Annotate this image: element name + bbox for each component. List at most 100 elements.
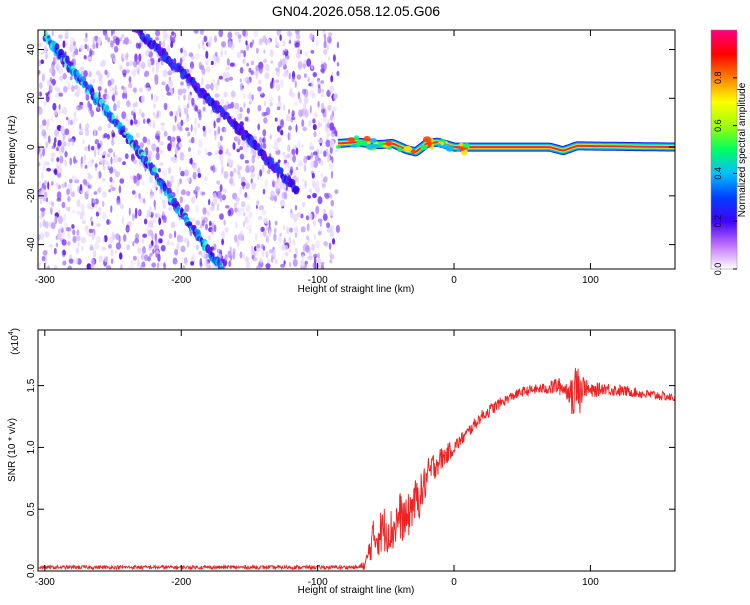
- noise-speckle-1579: [203, 176, 209, 182]
- noise-speckle-1657: [49, 67, 54, 74]
- noise-speckle-1452: [172, 141, 176, 149]
- noise-speckle-1116: [324, 33, 327, 42]
- noise-speckle-294: [122, 92, 126, 99]
- noise-speckle-1391: [106, 265, 112, 269]
- noise-speckle-1556: [216, 117, 221, 123]
- noise-speckle-450: [299, 49, 302, 55]
- noise-speckle-504: [320, 63, 325, 69]
- track-1-blob-2: [125, 20, 130, 28]
- spectrogram-y-axis: -40 -20 0 20 40: [26, 44, 675, 252]
- noise-speckle-412: [152, 120, 155, 129]
- noise-speckle-1632: [174, 146, 178, 155]
- noise-speckle-219: [128, 40, 133, 45]
- noise-speckle-1235: [107, 80, 112, 87]
- noise-speckle-1135: [143, 198, 146, 204]
- noise-speckle-1417: [282, 152, 286, 156]
- spectrogram-x-tick-label-2: -100: [308, 275, 328, 286]
- noise-speckle-1104: [39, 199, 43, 205]
- noise-speckle-423: [304, 51, 308, 57]
- noise-speckle-1303: [97, 143, 101, 149]
- noise-speckle-522: [210, 60, 214, 66]
- noise-speckle-1101: [320, 68, 325, 73]
- noise-speckle-1350: [86, 263, 92, 269]
- noise-speckle-693: [289, 166, 294, 174]
- noise-speckle-1671: [90, 264, 95, 269]
- noise-speckle-573: [76, 210, 81, 215]
- noise-speckle-631: [257, 104, 262, 112]
- noise-speckle-1508: [147, 229, 153, 237]
- noise-speckle-252: [167, 239, 170, 246]
- noise-speckle-1323: [168, 70, 174, 74]
- noise-speckle-1537: [171, 31, 175, 36]
- noise-speckle-474: [168, 206, 172, 211]
- noise-speckle-68: [126, 244, 131, 251]
- noise-speckle-667: [323, 150, 327, 157]
- noise-speckle-698: [38, 106, 43, 115]
- noise-speckle-201: [282, 40, 286, 47]
- noise-speckle-1058: [45, 51, 48, 60]
- noise-speckle-906: [331, 156, 334, 164]
- noise-speckle-1027: [309, 105, 312, 114]
- noise-speckle-976: [177, 88, 183, 96]
- noise-speckle-1564: [298, 109, 303, 118]
- noise-speckle-845: [39, 124, 44, 130]
- noise-speckle-263: [244, 256, 250, 263]
- noise-speckle-1642: [39, 82, 43, 89]
- noise-speckle-1668: [262, 230, 267, 237]
- noise-speckle-1526: [97, 37, 102, 45]
- noise-speckle-1560: [102, 134, 106, 139]
- noise-speckle-776: [293, 253, 297, 259]
- noise-speckle-1117: [67, 196, 71, 202]
- track-1-blob-0: [124, 20, 129, 24]
- noise-speckle-636: [257, 216, 263, 221]
- noise-speckle-495: [229, 177, 234, 185]
- colorbar-tick-label-1: 0.2: [713, 215, 723, 228]
- carrier-blob-34: [397, 146, 402, 153]
- noise-speckle-1619: [258, 66, 263, 74]
- noise-speckle-1017: [318, 159, 324, 164]
- noise-speckle-927: [50, 115, 54, 122]
- noise-speckle-1289: [52, 102, 57, 111]
- noise-speckle-999: [84, 164, 88, 169]
- noise-speckle-775: [289, 152, 292, 161]
- noise-speckle-1043: [66, 231, 71, 240]
- noise-speckle-268: [237, 239, 240, 248]
- noise-speckle-857: [282, 104, 286, 111]
- figure-title: GN04.2026.058.12.05.G06: [272, 3, 440, 19]
- noise-speckle-974: [296, 176, 299, 185]
- noise-speckle-487: [137, 247, 142, 254]
- noise-speckle-848: [192, 218, 196, 222]
- noise-speckle-286: [239, 78, 242, 83]
- noise-speckle-1463: [106, 153, 111, 158]
- noise-speckle-1660: [92, 199, 96, 204]
- noise-speckle-402: [107, 148, 113, 154]
- noise-speckle-950: [113, 155, 119, 164]
- noise-speckle-1516: [92, 78, 95, 83]
- noise-speckle-1498: [273, 139, 279, 147]
- noise-speckle-1351: [133, 119, 138, 125]
- noise-speckle-1551: [135, 101, 138, 108]
- colorbar: 0.0 0.2 0.4 0.6 0.8 Normalized spectral ampl…: [710, 29, 748, 275]
- noise-speckle-706: [230, 90, 236, 98]
- noise-speckle-562: [306, 235, 310, 241]
- noise-speckle-328: [302, 107, 307, 115]
- noise-speckle-107: [313, 253, 318, 258]
- noise-speckle-182: [125, 92, 128, 100]
- noise-speckle-1231: [168, 76, 172, 82]
- noise-speckle-430: [294, 232, 298, 238]
- spectrogram-y-tick-label-0: -40: [26, 237, 37, 252]
- noise-speckle-1069: [268, 249, 274, 254]
- noise-speckle-895: [315, 205, 320, 215]
- noise-speckle-342: [265, 63, 270, 72]
- noise-speckle-1691: [73, 156, 76, 164]
- noise-speckle-1275: [297, 61, 303, 70]
- noise-speckle-592: [274, 117, 278, 122]
- noise-speckle-1459: [195, 191, 198, 199]
- noise-speckle-610: [142, 233, 148, 238]
- noise-speckle-1033: [224, 226, 229, 233]
- noise-speckle-146: [71, 138, 75, 146]
- noise-speckle-1426: [155, 30, 161, 37]
- noise-speckle-1270: [123, 73, 126, 78]
- noise-speckle-1388: [56, 62, 61, 69]
- noise-speckle-584: [234, 207, 238, 213]
